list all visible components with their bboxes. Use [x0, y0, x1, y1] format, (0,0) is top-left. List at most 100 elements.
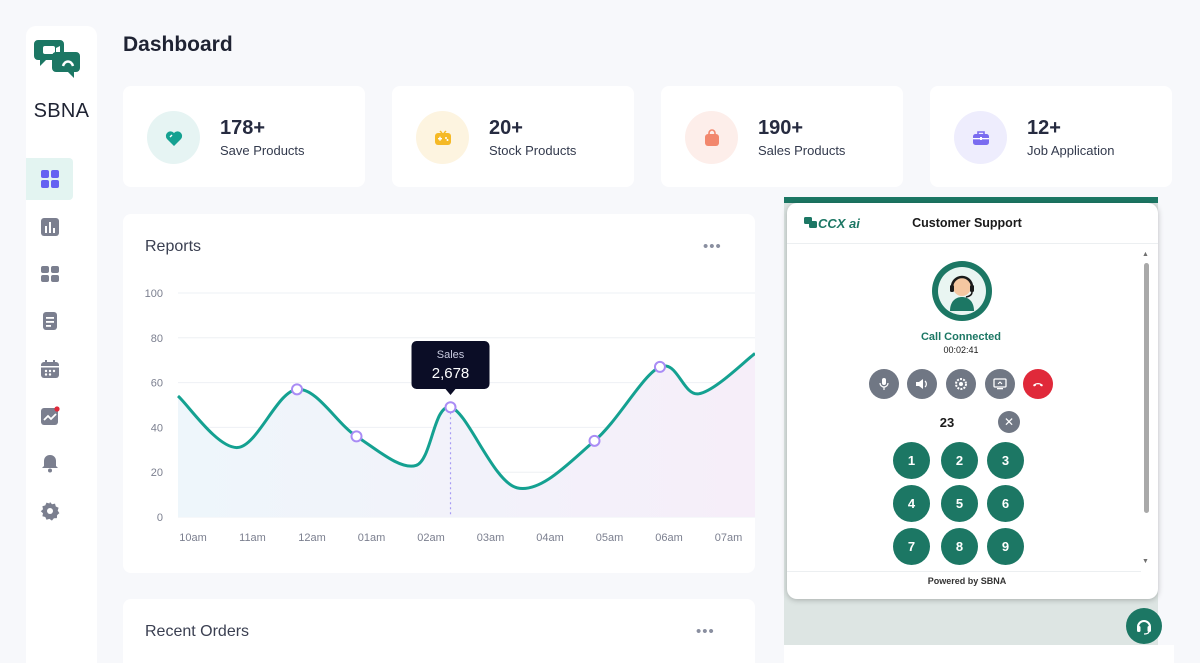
stat-value: 178+ [220, 117, 266, 139]
dial-key-5[interactable]: 5 [941, 485, 978, 522]
volume-button[interactable] [907, 369, 937, 399]
reports-chart: 0 20 40 60 80 100 10am 11am 12am 01am 02am 03am 04am… [145, 288, 755, 544]
agent-avatar [932, 261, 992, 321]
dial-key-9[interactable]: 9 [987, 528, 1024, 565]
divider [787, 571, 1141, 572]
stat-label: Job Application [1027, 143, 1115, 158]
stat-label: Save Products [220, 143, 305, 158]
grid-icon [40, 170, 59, 188]
data-point [653, 360, 666, 373]
briefcase-icon [972, 130, 989, 145]
dial-key-7[interactable]: 7 [893, 528, 930, 565]
apps-icon [40, 266, 59, 282]
data-point [588, 434, 601, 447]
y-tick-label: 40 [151, 422, 163, 434]
stat-card-job-application: 12+ Job Application [930, 86, 1172, 187]
bag-icon-wrap [685, 111, 738, 164]
stat-value: 20+ [489, 117, 523, 139]
dial-key-8[interactable]: 8 [941, 528, 978, 565]
data-point [350, 430, 363, 443]
x-tick-label: 01am [358, 532, 386, 544]
sidebar-item-notifications[interactable] [26, 442, 73, 484]
call-settings-button[interactable] [946, 369, 976, 399]
document-icon [42, 312, 57, 330]
stat-value: 190+ [758, 117, 804, 139]
recent-orders-title: Recent Orders [145, 623, 250, 640]
data-point [291, 383, 303, 396]
mute-button[interactable] [869, 369, 899, 399]
screen-icon [993, 378, 1007, 390]
sidebar-item-reports[interactable] [26, 395, 73, 437]
recent-orders-card: Recent Orders ••• [123, 599, 755, 663]
sidebar-item-products[interactable] [26, 253, 73, 295]
end-call-button[interactable] [1023, 369, 1053, 399]
x-tick-label: 05am [596, 532, 624, 544]
tooltip-pointer [445, 389, 456, 395]
x-tick-label: 07am [715, 532, 743, 544]
gamepad-icon [434, 129, 451, 145]
scroll-down-arrow[interactable]: ▼ [1142, 558, 1149, 565]
customer-support-widget: CCX ai Customer Support Call Connected 0… [787, 203, 1158, 599]
data-point [444, 401, 457, 414]
sidebar-item-settings[interactable] [26, 490, 73, 532]
bag-icon [704, 128, 719, 146]
widget-header-strip [784, 197, 1158, 203]
sidebar-item-dashboard[interactable] [26, 158, 73, 200]
share-screen-button[interactable] [985, 369, 1015, 399]
ccx-logo-text: CCX ai [818, 216, 860, 231]
orders-more-button[interactable]: ••• [696, 623, 715, 640]
phone-hangup-icon [1033, 383, 1043, 387]
calendar-icon [40, 360, 59, 378]
dial-key-6[interactable]: 6 [987, 485, 1024, 522]
dial-key-4[interactable]: 4 [893, 485, 930, 522]
tooltip-box [411, 341, 490, 389]
agent-headset-icon [938, 267, 986, 315]
dial-key-2[interactable]: 2 [941, 442, 978, 479]
y-tick-label: 60 [151, 378, 163, 390]
x-tick-label: 11am [239, 532, 266, 544]
sidebar-item-analytics[interactable] [26, 206, 73, 248]
dial-input-display: 23 [939, 415, 955, 430]
gamepad-icon-wrap [416, 111, 469, 164]
support-chat-button[interactable] [1126, 608, 1162, 644]
trend-icon [40, 406, 60, 425]
sidebar: SBNA [26, 26, 97, 663]
brand-name: SBNA [33, 100, 90, 122]
x-tick-label: 03am [477, 532, 505, 544]
stat-card-sales-products: 190+ Sales Products [661, 86, 903, 187]
widget-scrollbar[interactable] [1144, 263, 1149, 513]
reports-more-button[interactable]: ••• [703, 238, 722, 255]
notification-badge [53, 406, 60, 412]
sidebar-item-documents[interactable] [26, 300, 73, 342]
bell-icon [41, 455, 58, 473]
heart-icon-wrap [147, 111, 200, 164]
call-timer: 00:02:41 [943, 345, 979, 355]
x-tick-label: 12am [298, 532, 326, 544]
stat-label: Stock Products [489, 143, 577, 158]
sidebar-item-calendar[interactable] [26, 348, 73, 390]
speaker-icon [916, 379, 927, 389]
tooltip-label: Sales [437, 349, 465, 361]
page-title: Dashboard [123, 33, 233, 56]
ccx-logo: CCX ai [804, 216, 860, 231]
stat-card-save-products: 178+ Save Products [123, 86, 365, 187]
stat-label: Sales Products [758, 143, 846, 158]
briefcase-icon-wrap [954, 111, 1007, 164]
bar-chart-icon [40, 218, 59, 236]
divider [787, 243, 1158, 244]
headset-icon [1137, 620, 1151, 635]
sbna-logo [34, 40, 80, 78]
stat-value: 12+ [1027, 117, 1061, 139]
dial-key-1[interactable]: 1 [893, 442, 930, 479]
x-tick-label: 02am [417, 532, 445, 544]
y-tick-label: 80 [151, 333, 163, 345]
gear-icon [40, 502, 59, 521]
stat-card-stock-products: 20+ Stock Products [392, 86, 634, 187]
scroll-up-arrow[interactable]: ▲ [1142, 251, 1149, 258]
x-tick-label: 06am [655, 532, 683, 544]
widget-bottom-area [784, 645, 1174, 663]
reports-card: Reports ••• 0 20 40 60 80 100 10am 11am 12am 01am… [123, 214, 755, 573]
dial-key-3[interactable]: 3 [987, 442, 1024, 479]
powered-by: Powered by SBNA [927, 576, 1007, 586]
clear-dial-button[interactable]: ✕ [998, 411, 1020, 433]
